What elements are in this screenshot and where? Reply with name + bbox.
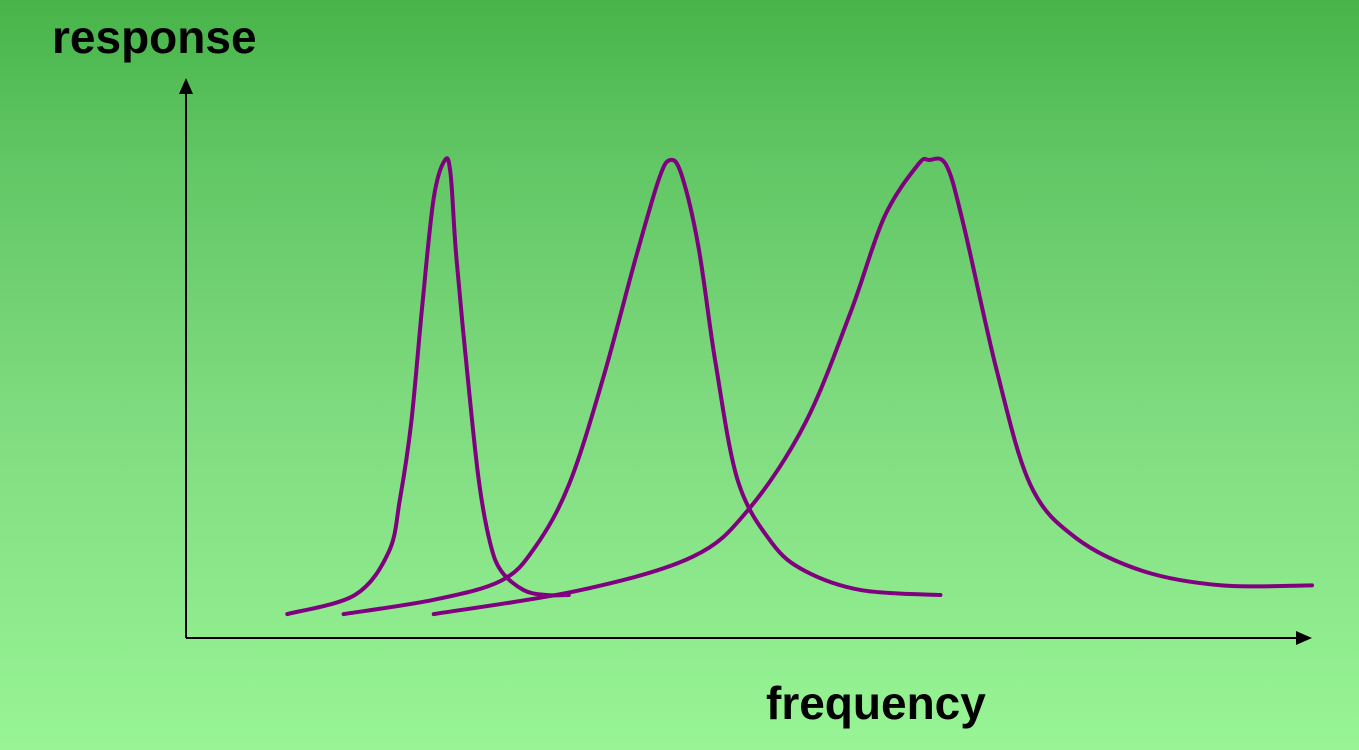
x-axis-label: frequency xyxy=(766,677,986,729)
series-line-wide-resonance xyxy=(431,156,1314,617)
x-axis-arrow-icon xyxy=(1296,631,1312,645)
series-line-medium-resonance xyxy=(341,157,943,617)
series-line-narrow-resonance xyxy=(285,156,571,617)
y-axis-arrow-icon xyxy=(179,78,193,94)
y-axis-label: response xyxy=(52,11,257,63)
series-layer xyxy=(285,156,1314,617)
